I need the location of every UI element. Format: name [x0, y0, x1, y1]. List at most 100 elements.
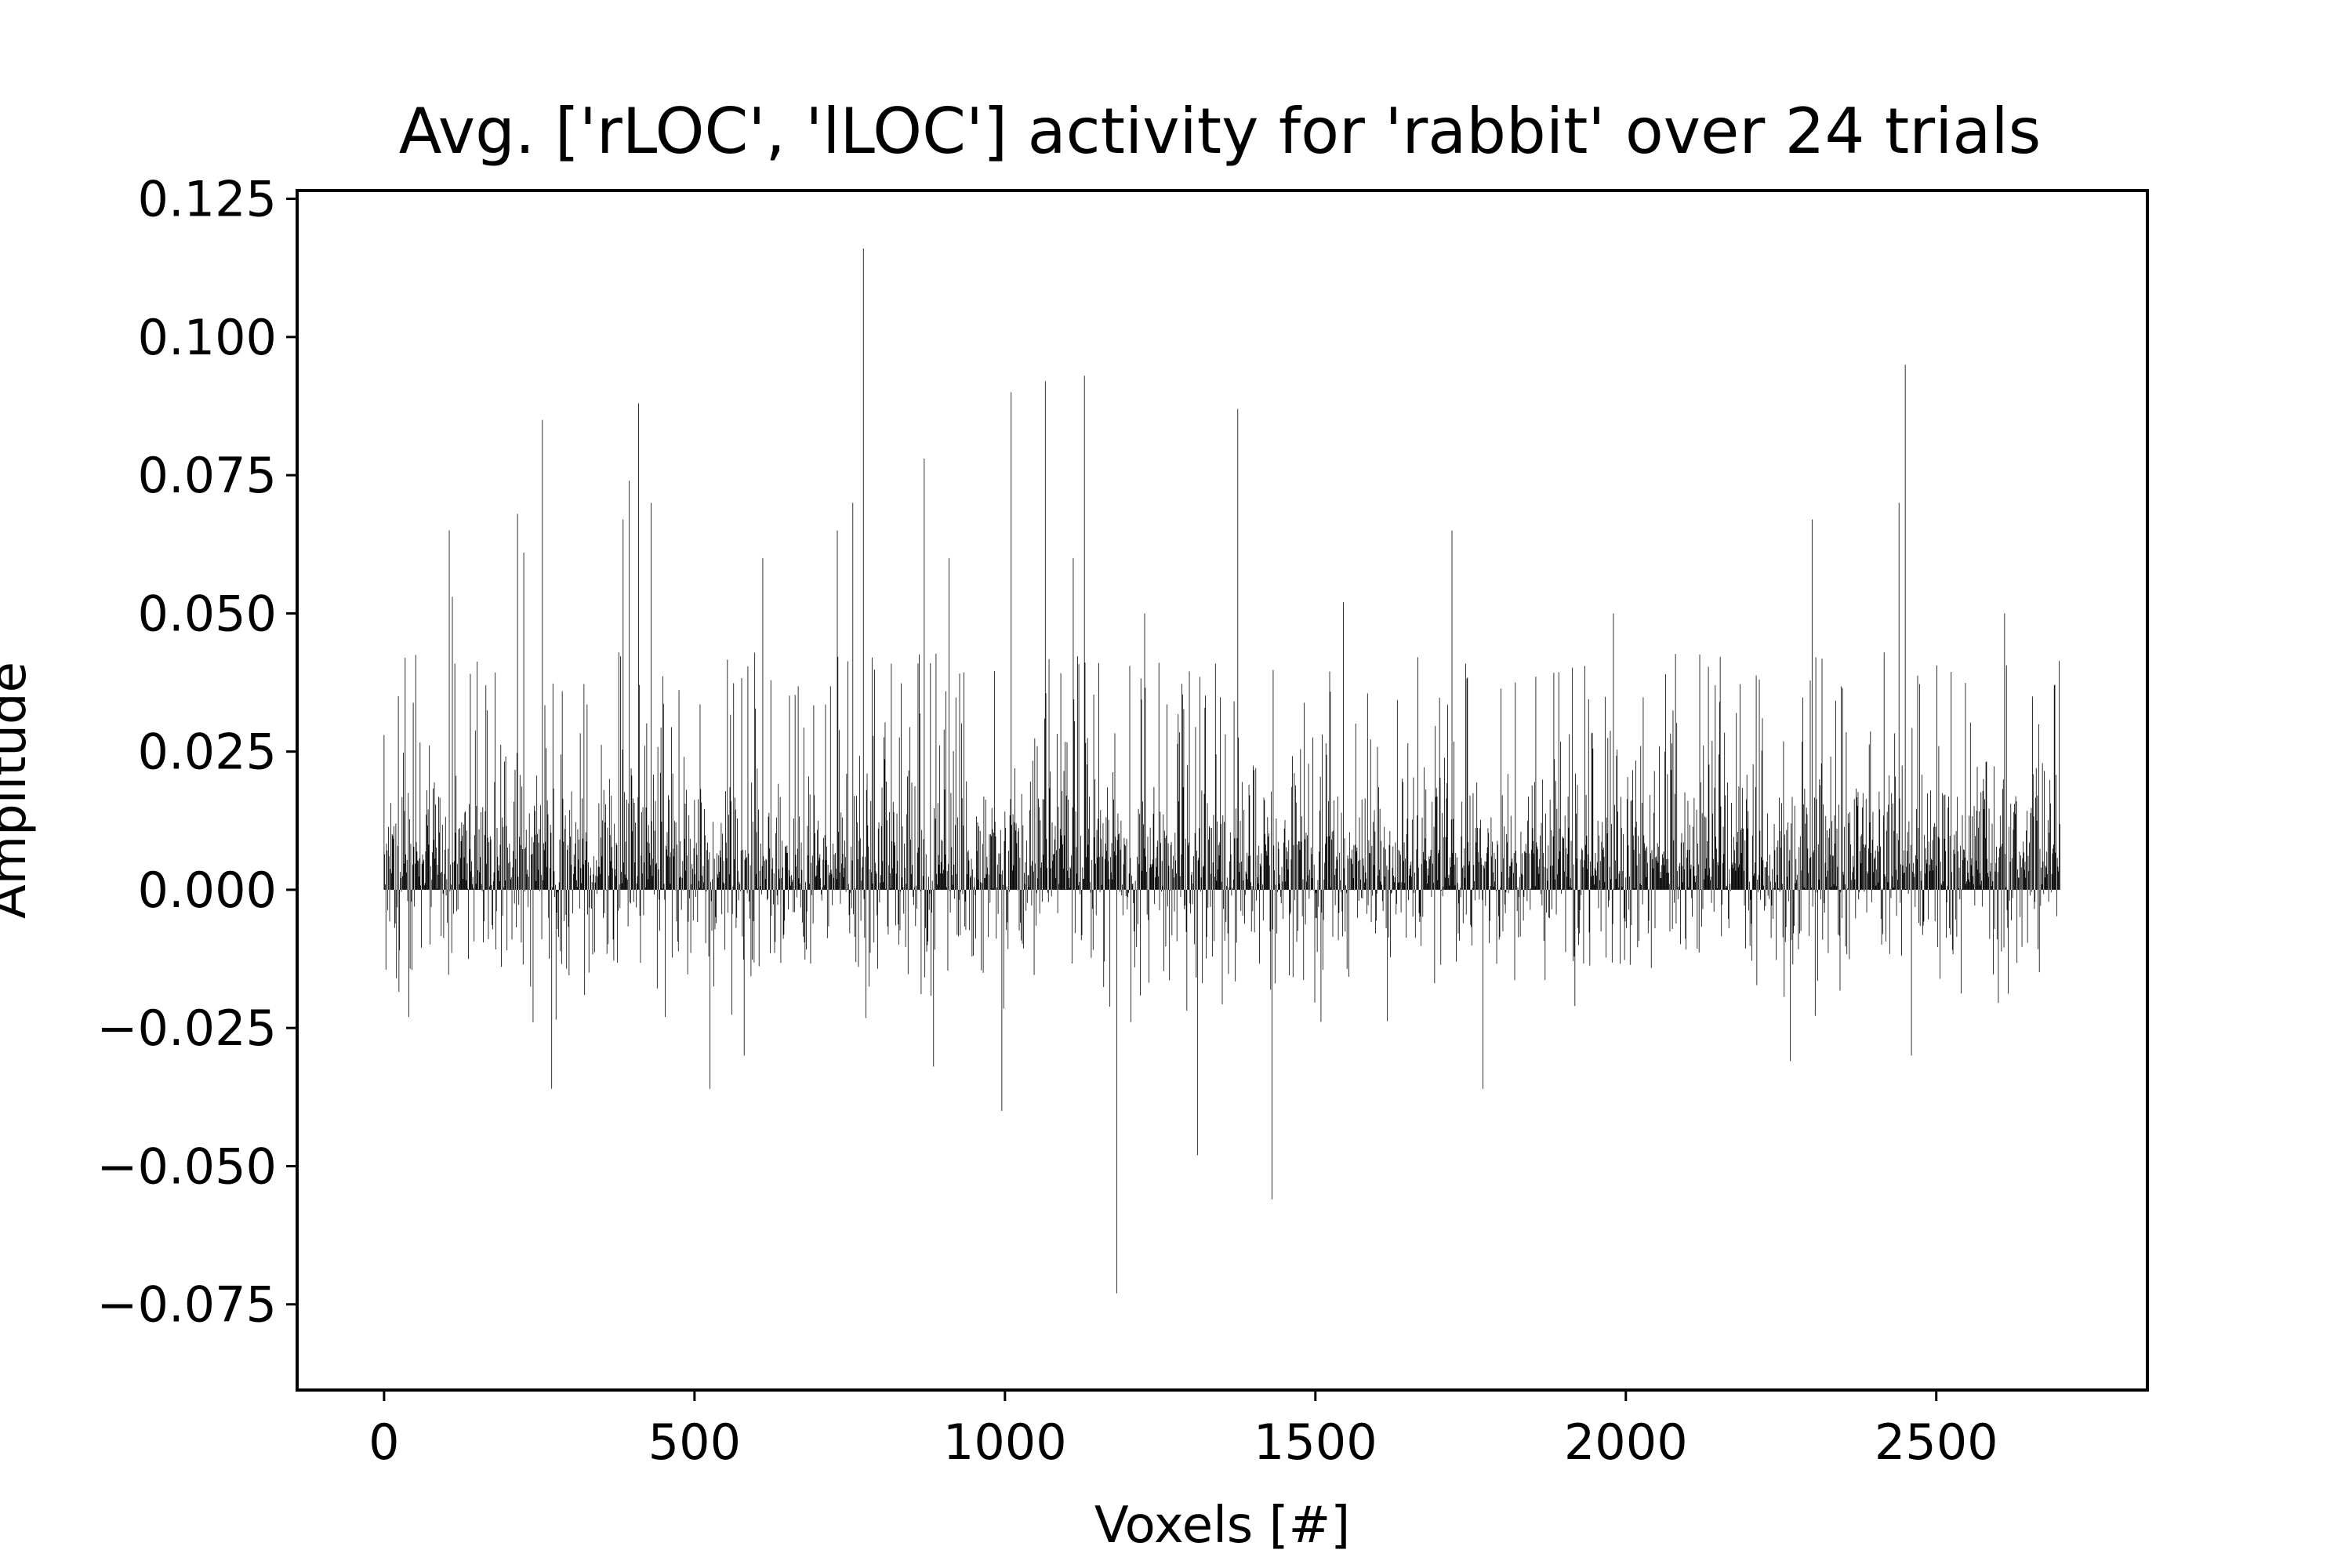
voxel-bar [962, 889, 964, 895]
voxel-bar [1554, 759, 1555, 890]
voxel-bar [768, 816, 769, 890]
voxel-bar [1622, 871, 1624, 890]
voxel-bar [486, 863, 487, 890]
voxel-bar [588, 862, 589, 890]
voxel-bar [1401, 882, 1403, 890]
voxel-bar [1352, 877, 1354, 890]
voxel-bar [1297, 844, 1298, 890]
voxel-bar [1104, 889, 1105, 962]
voxel-bar [760, 843, 761, 890]
voxel-bar [1773, 887, 1774, 890]
voxel-bar [626, 800, 627, 890]
voxel-bar [706, 850, 708, 890]
voxel-bar [1801, 870, 1802, 890]
voxel-bar [1776, 889, 1777, 960]
voxel-bar [1847, 888, 1848, 890]
voxel-bar [1240, 820, 1241, 890]
voxel-bar [1861, 834, 1863, 890]
voxel-bar [885, 888, 887, 890]
voxel-bar [1567, 796, 1569, 890]
voxel-bar [816, 865, 818, 890]
voxel-bar [1890, 889, 1892, 898]
voxel-bar [1168, 866, 1170, 890]
voxel-bar [1052, 860, 1054, 890]
voxel-bar [1067, 870, 1069, 890]
voxel-bar [1307, 835, 1308, 890]
voxel-bar [930, 662, 931, 890]
voxel-bar [1495, 889, 1497, 891]
voxel-bar [1557, 874, 1559, 890]
voxel-bar [824, 835, 826, 890]
voxel-bar [1796, 874, 1798, 890]
voxel-bar [1208, 839, 1209, 890]
y-axis-label: Amplitude [0, 662, 38, 919]
voxel-bar [736, 889, 738, 918]
voxel-bar [855, 887, 856, 890]
voxel-bar [775, 817, 777, 890]
voxel-bar [680, 840, 681, 890]
voxel-bar [1676, 723, 1678, 890]
voxel-bar [1613, 613, 1614, 890]
voxel-bar [609, 835, 611, 890]
voxel-bar [674, 821, 675, 890]
voxel-bar [485, 811, 486, 890]
voxel-bar [1918, 889, 1919, 924]
voxel-bar [588, 889, 590, 973]
voxel-bar [1677, 889, 1679, 899]
voxel-bar [486, 710, 488, 890]
voxel-bar [1277, 841, 1279, 890]
voxel-bar [1520, 831, 1522, 890]
voxel-bar [1429, 855, 1431, 890]
voxel-bar [1632, 835, 1634, 890]
voxel-bar [1149, 827, 1151, 890]
voxel-bar [1581, 848, 1582, 890]
voxel-bar [1700, 889, 1702, 927]
voxel-bar [1314, 889, 1316, 1003]
voxel-bar [466, 863, 468, 890]
voxel-bar [1969, 722, 1971, 890]
voxel-bar [693, 848, 695, 890]
voxel-bar [1163, 830, 1165, 890]
voxel-bar [411, 889, 412, 902]
voxel-bar [1088, 828, 1090, 890]
voxel-bar [394, 889, 395, 928]
voxel-bar [550, 833, 552, 890]
voxel-bar [1402, 779, 1403, 890]
voxel-bar [1080, 889, 1082, 941]
voxel-bar [1272, 889, 1273, 930]
voxel-bar [1441, 812, 1443, 890]
voxel-bar [1741, 828, 1743, 890]
voxel-bar [831, 873, 833, 890]
voxel-bar [964, 889, 966, 902]
voxel-bar [1576, 813, 1577, 890]
voxel-bar [875, 871, 877, 890]
voxel-bar [1751, 889, 1752, 961]
voxel-bar [1214, 877, 1215, 890]
voxel-bar [1317, 880, 1319, 890]
voxel-bar [2038, 724, 2039, 890]
voxel-bar [537, 833, 538, 890]
voxel-bar [1955, 831, 1957, 890]
voxel-bar [1087, 844, 1089, 890]
voxel-bar [729, 787, 731, 890]
voxel-bar [1421, 817, 1423, 890]
voxel-bar [2005, 665, 2007, 890]
voxel-bar [940, 873, 941, 890]
voxel-bar [799, 816, 800, 890]
voxel-bar [955, 825, 956, 890]
voxel-bar [804, 889, 805, 942]
voxel-bar [919, 654, 920, 890]
voxel-bar [943, 729, 945, 890]
voxel-bar [1555, 781, 1556, 890]
voxel-bar [1586, 836, 1588, 890]
voxel-bar [649, 852, 651, 890]
voxel-bar [1089, 881, 1091, 890]
voxel-bar [1661, 878, 1662, 890]
voxel-bar [1051, 889, 1052, 897]
voxel-bar [476, 806, 477, 890]
voxel-bar [1273, 845, 1275, 890]
voxel-bar [436, 847, 437, 890]
voxel-bar [716, 889, 717, 924]
y-tick-label: 0.100 [138, 309, 278, 366]
voxel-bar [1505, 889, 1507, 893]
